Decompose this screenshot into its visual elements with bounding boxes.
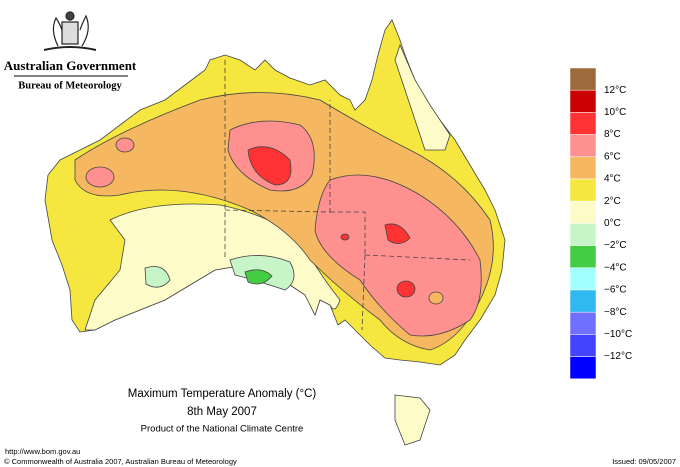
red-north bbox=[247, 146, 292, 186]
legend-label: 2°C bbox=[604, 196, 621, 207]
cream-northeast bbox=[394, 43, 451, 151]
legend-label: 4°C bbox=[604, 174, 621, 185]
legend: 12°C 10°C 8°C 6°C 4°C 2°C 0°C −2°C −4°C −6°C −8°C −… bbox=[569, 67, 632, 380]
legend-swatch bbox=[569, 311, 597, 335]
legend-label: −2°C bbox=[604, 240, 627, 251]
legend-label: −8°C bbox=[604, 307, 627, 318]
legend-label: 12°C bbox=[604, 85, 626, 96]
orange-spot bbox=[428, 291, 444, 305]
copyright: © Commonwealth of Australia 2007, Austra… bbox=[4, 457, 237, 466]
green-patch-3 bbox=[144, 266, 171, 288]
cream-south bbox=[84, 203, 341, 331]
state-borders bbox=[224, 60, 471, 331]
issued: Issued: 09/05/2007 bbox=[612, 457, 676, 466]
red-east bbox=[384, 223, 411, 244]
pink-west bbox=[85, 166, 115, 188]
legend-label: 10°C bbox=[604, 107, 626, 118]
legend-swatch bbox=[569, 200, 597, 224]
legend-swatch bbox=[569, 223, 597, 246]
tasmania bbox=[394, 394, 431, 446]
legend-swatch bbox=[569, 67, 597, 91]
legend-swatch bbox=[569, 134, 597, 158]
red-east-2 bbox=[396, 280, 416, 298]
legend-swatch bbox=[569, 156, 597, 180]
legend-swatch bbox=[569, 356, 597, 380]
legend-label: 0°C bbox=[604, 218, 621, 229]
pink-nw bbox=[115, 137, 135, 153]
legend-swatch bbox=[569, 334, 597, 357]
url: http://www.bom.gov.au bbox=[5, 447, 80, 456]
legend-swatch bbox=[569, 245, 597, 269]
legend-label: 8°C bbox=[604, 129, 621, 140]
agency-name: Bureau of Meteorology bbox=[18, 80, 122, 91]
legend-swatch bbox=[569, 112, 597, 135]
gov-name: Australian Government bbox=[4, 58, 137, 73]
legend-label: −6°C bbox=[604, 285, 627, 296]
product-note: Product of the National Climate Centre bbox=[141, 424, 304, 435]
green-patch-2 bbox=[244, 269, 273, 285]
map-date: 8th May 2007 bbox=[187, 406, 257, 418]
legend-swatch bbox=[569, 289, 597, 313]
legend-label: 6°C bbox=[604, 151, 621, 162]
legend-swatch bbox=[569, 267, 597, 291]
map bbox=[44, 19, 506, 446]
legend-swatch bbox=[569, 178, 597, 202]
crest bbox=[43, 11, 97, 51]
red-east-3 bbox=[340, 233, 350, 241]
map-title: Maximum Temperature Anomaly (°C) bbox=[128, 388, 317, 400]
legend-label: −12°C bbox=[604, 351, 632, 362]
legend-swatch bbox=[569, 89, 597, 113]
legend-label: −4°C bbox=[604, 262, 627, 273]
legend-label: −10°C bbox=[604, 329, 632, 340]
